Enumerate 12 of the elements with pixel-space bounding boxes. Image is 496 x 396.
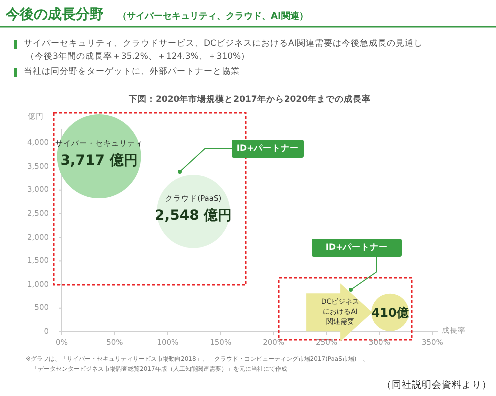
chart-subtitle: （サイバーセキュリティ、クラウド、AI関連） bbox=[118, 10, 308, 23]
chart-title: 今後の成長分野 bbox=[6, 6, 104, 24]
text: （同社説明会資料より） bbox=[382, 379, 492, 392]
text: （今後3年間の成長率＋35.2%、＋124.3%、＋310%） bbox=[26, 51, 250, 63]
text: サイバーセキュリティ、クラウドサービス、DCビジネスにおけるAI関連需要は今後急成長の見通し bbox=[24, 38, 423, 50]
data-label: 410億 bbox=[372, 304, 409, 322]
data-label: 3,717 億円 bbox=[60, 152, 138, 170]
data-label: 2,548 億円 bbox=[155, 206, 232, 225]
text: 下図：2020年市場規模と2017年から2020年までの成長率 bbox=[129, 94, 371, 106]
annotation: ID+パートナー bbox=[326, 242, 388, 254]
annotation: ID+パートナー bbox=[236, 143, 300, 155]
text: 当社は同分野をターゲットに、外部パートナーと協業 bbox=[24, 66, 240, 78]
